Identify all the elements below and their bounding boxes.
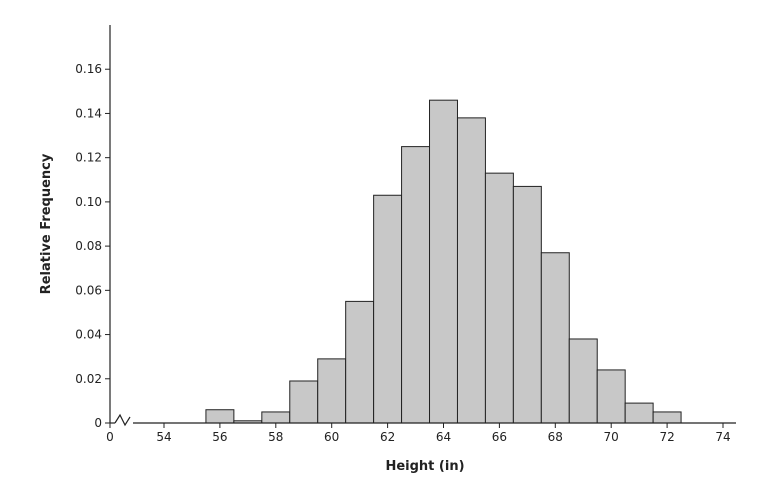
histogram-bar [624, 402, 654, 424]
histogram-bar [568, 338, 598, 424]
histogram-bar [373, 194, 403, 424]
x-tick-label: 68 [548, 430, 563, 444]
y-ticks: 0 0.02 0.04 0.06 0.08 0.10 0.12 0.14 0.16 [75, 62, 110, 430]
x-tick-label: 70 [604, 430, 619, 444]
y-tick-label: 0.12 [75, 151, 102, 165]
y-tick-label: 0.08 [75, 239, 102, 253]
x-tick-label: 66 [492, 430, 507, 444]
histogram-bar [456, 117, 486, 424]
x-tick-label: 54 [156, 430, 171, 444]
y-tick-label: 0.10 [75, 195, 102, 209]
y-axis-title: Relative Frequency [39, 153, 54, 294]
x-ticks: 0 54 56 58 60 62 64 66 68 70 72 74 [106, 423, 731, 444]
x-tick-label: 56 [212, 430, 227, 444]
histogram-bar [401, 146, 431, 424]
x-tick-label: 62 [380, 430, 395, 444]
y-tick-label: 0.06 [75, 283, 102, 297]
x-tick-label: 0 [106, 430, 114, 444]
x-tick-label: 60 [324, 430, 339, 444]
histogram-bar [484, 172, 514, 424]
histogram-bar [540, 252, 570, 424]
x-tick-label: 64 [436, 430, 451, 444]
histogram-bar [289, 380, 319, 424]
histogram-bar [652, 411, 682, 424]
y-tick-label: 0.16 [75, 62, 102, 76]
x-tick-label: 74 [715, 430, 730, 444]
y-tick-label: 0.14 [75, 106, 102, 120]
x-axis-break-icon [114, 413, 131, 427]
histogram-bar [596, 369, 626, 424]
histogram-bar [345, 300, 375, 424]
histogram-bar [205, 409, 235, 424]
histogram-bar [261, 411, 291, 424]
axes [109, 25, 736, 427]
histogram-bars [205, 99, 682, 424]
y-tick-label: 0.04 [75, 328, 102, 342]
y-tick-label: 0.02 [75, 372, 102, 386]
x-tick-label: 72 [659, 430, 674, 444]
y-tick-label: 0 [94, 416, 102, 430]
x-tick-label: 58 [268, 430, 283, 444]
histogram-bar [317, 358, 347, 424]
histogram-bar [429, 99, 458, 424]
histogram-bar [512, 185, 542, 424]
x-axis-title: Height (in) [385, 459, 464, 474]
